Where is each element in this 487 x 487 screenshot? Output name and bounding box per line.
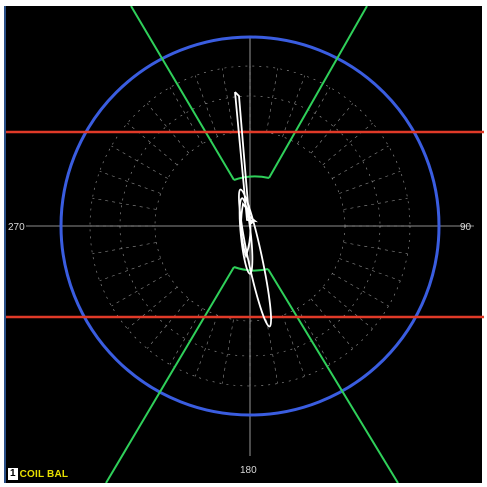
grid-radial-tick <box>111 145 168 179</box>
label-bottom: 180 <box>240 465 257 476</box>
grid-radial-tick <box>146 103 190 154</box>
wedge-line-lower-right <box>267 268 399 483</box>
grid-radial-tick <box>282 75 306 137</box>
wedge-arc-top <box>233 175 270 181</box>
grid-radial-tick <box>266 68 279 133</box>
impedance-plane-display[interactable]: 90 270 180 1 COIL BAL <box>4 6 484 483</box>
grid-radial-tick <box>221 68 234 133</box>
status-bar: 1 COIL BAL <box>8 467 68 481</box>
grid-radial-tick <box>339 258 401 282</box>
grid-radial-tick <box>332 273 389 307</box>
grid-radial-tick <box>169 87 203 144</box>
grid-radial-tick <box>322 286 373 330</box>
grid-radial-tick <box>266 319 279 384</box>
grid-radial-tick <box>194 75 218 137</box>
grid-radial-tick <box>92 242 157 255</box>
grid-radial-tick <box>297 87 331 144</box>
grid-radial-tick <box>339 170 401 194</box>
label-right: 90 <box>460 222 472 233</box>
grid-radial-tick <box>127 286 178 330</box>
grid-radial-tick <box>111 273 168 307</box>
wedge-gate <box>105 6 399 483</box>
mode-label: COIL BAL <box>19 468 69 480</box>
grid-radial-tick <box>99 258 161 282</box>
grid-radial-tick <box>194 315 218 377</box>
grid-radial-tick <box>92 197 157 210</box>
grid-radial-tick <box>310 103 354 154</box>
grid-radial-tick <box>221 319 234 384</box>
channel-badge[interactable]: 1 <box>8 468 18 480</box>
outer-reference-circle <box>59 35 441 417</box>
wedge-line-upper-left <box>130 6 235 181</box>
wedge-line-lower-left <box>105 266 235 483</box>
trace-loop-small <box>238 197 254 275</box>
grid-radial-tick <box>332 145 389 179</box>
label-left: 270 <box>8 222 25 233</box>
grid-radial-tick <box>99 170 161 194</box>
grid-radial-tick <box>322 122 373 166</box>
trace-dot <box>248 219 254 225</box>
grid-radial-tick <box>310 298 354 349</box>
wedge-line-upper-right <box>268 6 368 179</box>
grid-radial-tick <box>146 298 190 349</box>
grid-radial-tick <box>127 122 178 166</box>
grid-radial-tick <box>343 197 408 210</box>
signal-trace <box>234 91 272 328</box>
grid-radial-tick <box>343 242 408 255</box>
impedance-plane-plot[interactable]: 90 270 180 <box>6 6 484 483</box>
trace-loop-large <box>238 188 272 328</box>
